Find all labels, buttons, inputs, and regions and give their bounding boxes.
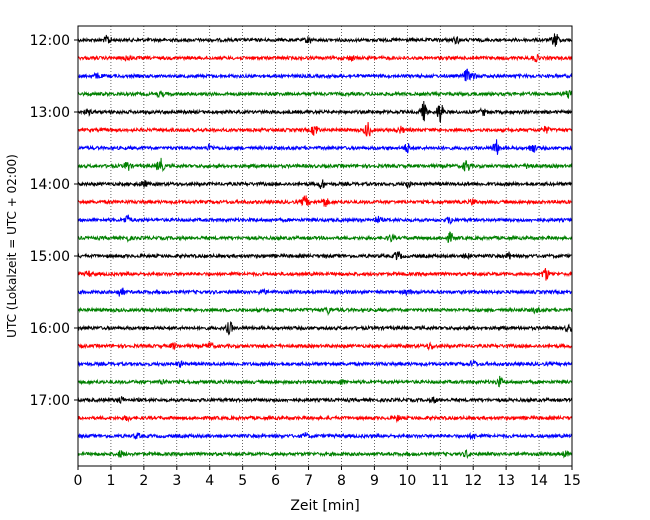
seismic-traces — [77, 33, 573, 460]
trace-1245 — [77, 89, 573, 99]
x-tick-label-5: 5 — [238, 473, 247, 489]
trace-1745 — [77, 449, 573, 460]
x-tick-label-6: 6 — [271, 473, 280, 489]
trace-1345 — [77, 157, 573, 173]
trace-1400 — [77, 179, 573, 189]
y-tick-label-1600: 16:00 — [30, 321, 70, 337]
x-axis-label: Zeit [min] — [290, 498, 359, 514]
y-tick-label-1300: 13:00 — [30, 105, 70, 121]
y-tick-label-1200: 12:00 — [30, 33, 70, 49]
x-tick-label-11: 11 — [431, 473, 449, 489]
trace-1500 — [77, 251, 573, 261]
x-tick-label-7: 7 — [304, 473, 313, 489]
x-axis-ticks: 0 1 2 3 4 5 6 7 8 9 10 11 12 13 14 15 — [74, 466, 581, 489]
trace-1615 — [77, 340, 573, 351]
trace-1515 — [77, 268, 573, 281]
x-tick-label-12: 12 — [464, 473, 482, 489]
trace-1200 — [77, 33, 573, 47]
trace-1445 — [77, 231, 573, 243]
trace-1330 — [77, 139, 573, 155]
x-tick-label-3: 3 — [172, 473, 181, 489]
trace-1530 — [77, 287, 573, 297]
trace-1430 — [77, 214, 573, 226]
trace-1715 — [77, 414, 573, 424]
y-tick-label-1500: 15:00 — [30, 249, 70, 265]
plot-frame — [77, 25, 573, 467]
trace-1300 — [77, 100, 573, 123]
x-tick-label-10: 10 — [398, 473, 416, 489]
x-tick-label-2: 2 — [139, 473, 148, 489]
trace-1315 — [77, 122, 573, 137]
x-tick-label-0: 0 — [74, 473, 83, 489]
trace-1545 — [77, 305, 573, 317]
x-tick-label-15: 15 — [563, 473, 581, 489]
x-tick-label-4: 4 — [205, 473, 214, 489]
trace-1230 — [77, 68, 573, 82]
x-tick-label-1: 1 — [106, 473, 115, 489]
trace-1645 — [77, 375, 573, 388]
x-tick-label-8: 8 — [337, 473, 346, 489]
x-tick-label-9: 9 — [370, 473, 379, 489]
trace-1600 — [77, 321, 573, 336]
trace-1700 — [77, 396, 573, 405]
y-axis-label: UTC (Lokalzeit = UTC + 02:00) — [5, 154, 19, 338]
x-tick-label-14: 14 — [530, 473, 548, 489]
trace-1415 — [77, 195, 573, 208]
trace-1215 — [77, 53, 573, 63]
x-tick-label-13: 13 — [497, 473, 515, 489]
trace-1630 — [77, 359, 573, 368]
y-axis-ticks: 12:00 13:00 14:00 15:00 16:00 17:00 — [30, 33, 78, 409]
trace-1730 — [77, 431, 573, 441]
x-grid — [110, 26, 540, 466]
y-tick-label-1400: 14:00 — [30, 177, 70, 193]
y-tick-label-1700: 17:00 — [30, 393, 70, 409]
